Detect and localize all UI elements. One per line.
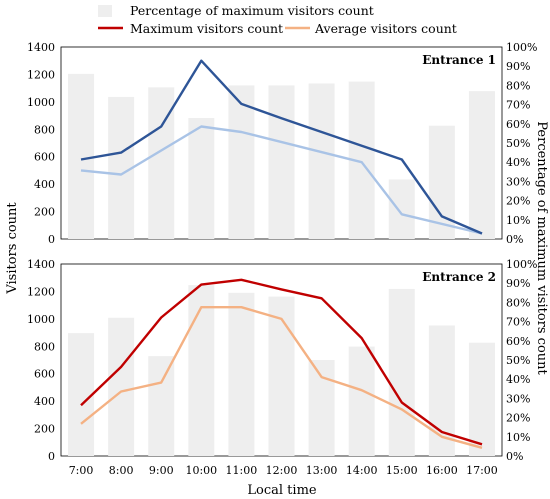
x-tick-label: 17:00: [466, 464, 498, 477]
legend-bar-swatch: [98, 5, 112, 17]
x-tick-label: 9:00: [149, 464, 174, 477]
y2-tick-label: 90%: [506, 60, 530, 73]
y-tick-label: 600: [34, 368, 55, 381]
x-tick-label: 8:00: [109, 464, 134, 477]
y2-tick-label: 0%: [506, 233, 523, 246]
bar-10:00: [188, 285, 215, 456]
y2-tick-label: 60%: [506, 118, 530, 131]
y-tick-label: 800: [34, 123, 55, 136]
bar-13:00: [308, 83, 335, 239]
series-line-maximum: [80, 59, 483, 235]
y-tick-label: 200: [34, 423, 55, 436]
x-tick-label: 11:00: [226, 464, 258, 477]
bar-12:00: [268, 296, 295, 456]
legend-max-label: Maximum visitors count: [130, 21, 283, 36]
y-tick-label: 1400: [27, 258, 55, 271]
y2-tick-label: 40%: [506, 156, 530, 169]
y-tick-label: 1400: [27, 41, 55, 54]
series-line-average: [80, 125, 483, 235]
y-tick-label: 0: [48, 233, 55, 246]
x-axis-ticks: 7:00 8:00 9:00 10:00 11:00 12:00 13:00 14:00 15:…: [69, 464, 498, 477]
y2-tick-label: 60%: [506, 335, 530, 348]
y2-tick-label: 80%: [506, 79, 530, 92]
y-tick-label: 400: [34, 395, 55, 408]
y2-tick-label: 30%: [506, 392, 530, 405]
bar-17:00: [468, 342, 495, 456]
x-tick-label: 15:00: [386, 464, 418, 477]
y-tick-label: 600: [34, 151, 55, 164]
y-axis-title: Visitors count: [5, 202, 20, 295]
y2-tick-label: 50%: [506, 354, 530, 367]
x-tick-label: 14:00: [346, 464, 378, 477]
y2-tick-label: 20%: [506, 412, 530, 425]
y2-tick-label: 10%: [506, 431, 530, 444]
bar-17:00: [468, 91, 495, 239]
y-tick-label: 1000: [27, 313, 55, 326]
series-line-maximum: [80, 278, 483, 446]
y2-tick-label: 80%: [506, 296, 530, 309]
x-tick-label: 10:00: [185, 464, 217, 477]
y-tick-label: 200: [34, 206, 55, 219]
y2-tick-label: 100%: [506, 41, 537, 54]
legend: Percentage of maximum visitors count Max…: [98, 3, 457, 36]
y2-tick-label: 20%: [506, 195, 530, 208]
bar-7:00: [68, 333, 95, 456]
y-tick-label: 1000: [27, 96, 55, 109]
y-tick-label: 400: [34, 178, 55, 191]
panel-entrance-2: 0 200 400 600 800 1000 1200 1400 0% 10% 20% 30% 40% 5…: [27, 258, 537, 463]
bar-14:00: [348, 346, 375, 456]
y-tick-label: 800: [34, 340, 55, 353]
bar-12:00: [268, 85, 295, 240]
bar-10:00: [188, 118, 215, 239]
legend-bar-label: Percentage of maximum visitors count: [130, 3, 374, 18]
x-tick-label: 16:00: [426, 464, 458, 477]
panel-title: Entrance 2: [422, 270, 496, 284]
y2-axis-title: Percentage of maximum visitors count: [534, 121, 549, 375]
bar-8:00: [108, 317, 135, 456]
y2-tick-label: 10%: [506, 214, 530, 227]
x-tick-label: 7:00: [69, 464, 94, 477]
x-tick-label: 12:00: [266, 464, 298, 477]
panel-title: Entrance 1: [422, 53, 496, 67]
x-tick-label: 13:00: [306, 464, 338, 477]
y2-tick-label: 0%: [506, 450, 523, 463]
y-tick-label: 1200: [27, 68, 55, 81]
bar-13:00: [308, 360, 335, 456]
bar-11:00: [228, 292, 255, 456]
y2-tick-label: 50%: [506, 137, 530, 150]
y2-tick-label: 30%: [506, 175, 530, 188]
y2-tick-label: 70%: [506, 99, 530, 112]
panel-entrance-1: 0 200 400 600 800 1000 1200 1400 0% 10% 20% 30% 40% 5…: [27, 41, 537, 246]
series-line-average: [80, 306, 483, 449]
bar-15:00: [388, 179, 415, 239]
y-tick-label: 1200: [27, 285, 55, 298]
x-axis-title: Local time: [247, 483, 316, 498]
legend-avg-label: Average visitors count: [314, 21, 457, 36]
y-tick-label: 0: [48, 450, 55, 463]
bar-7:00: [68, 73, 95, 239]
bar-15:00: [388, 288, 415, 456]
y2-tick-label: 70%: [506, 316, 530, 329]
bar-11:00: [228, 85, 255, 240]
bar-9:00: [148, 356, 175, 456]
y2-tick-label: 100%: [506, 258, 537, 271]
y2-tick-label: 40%: [506, 373, 530, 386]
y2-tick-label: 90%: [506, 277, 530, 290]
